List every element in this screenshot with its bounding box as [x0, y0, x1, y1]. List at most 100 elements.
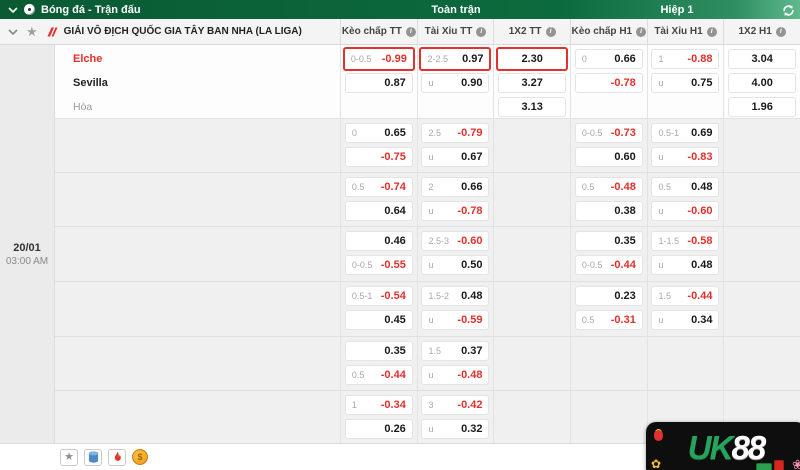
odds-chip[interactable]: 0.26: [344, 419, 413, 439]
info-icon[interactable]: i: [636, 26, 647, 37]
odds-chip[interactable]: 3.27: [498, 73, 567, 93]
odds-cell-x12-tt: 2.30 3.27 3.13: [493, 45, 570, 120]
odds-chip[interactable]: 0.5-1 -0.54: [344, 286, 413, 306]
odds-value: 0.97: [462, 53, 484, 65]
odds-chip[interactable]: 0.5 0.48: [651, 177, 720, 197]
odds-value: 0.75: [691, 77, 713, 89]
odds-cell-x12-tt: [493, 282, 570, 336]
odds-chip[interactable]: 1 -0.88: [651, 49, 720, 69]
odds-value: -0.55: [380, 259, 406, 271]
odds-chip[interactable]: 1.5 0.37: [421, 341, 490, 361]
match-date-block: 20/01 03:00 AM: [0, 242, 54, 267]
odds-chip[interactable]: 0 0.65: [344, 123, 413, 143]
collapse-chevron-icon[interactable]: [8, 6, 18, 13]
odds-cell-x12-tt: [493, 119, 570, 172]
odds-chip[interactable]: 1.5 -0.44: [651, 286, 720, 306]
odds-cell-ou-h1: 1 -0.88 u 0.75: [646, 45, 724, 120]
league-collapse-chevron-icon[interactable]: [8, 28, 18, 35]
odds-value: -0.31: [610, 314, 636, 326]
league-name: GIẢI VÔ ĐỊCH QUỐC GIA TÂY BAN NHA (LA LI…: [63, 26, 302, 37]
odds-cell-ou-tt: 1.5 0.37 u -0.48: [416, 337, 494, 390]
odds-chip[interactable]: 0-0.5 -0.99: [342, 47, 415, 71]
odds-chip[interactable]: 2.5-3 -0.60: [421, 231, 490, 251]
odds-chip[interactable]: u -0.78: [421, 201, 490, 221]
odds-chip[interactable]: 2 0.66: [421, 177, 490, 197]
odds-chip[interactable]: 0.35: [574, 231, 643, 251]
odds-chip[interactable]: 0-0.5 -0.55: [344, 255, 413, 275]
handicap-label: 0.5: [351, 370, 365, 380]
odds-chip[interactable]: u 0.34: [651, 310, 720, 330]
odds-chip[interactable]: 3.04: [728, 49, 797, 69]
odds-chip[interactable]: 2.5 -0.79: [421, 123, 490, 143]
odds-chip[interactable]: u 0.48: [651, 255, 720, 275]
odds-chip[interactable]: u -0.60: [651, 201, 720, 221]
odds-chip[interactable]: u -0.59: [421, 310, 490, 330]
odds-chip[interactable]: u 0.32: [421, 419, 490, 439]
odds-chip[interactable]: -0.75: [344, 147, 413, 167]
info-icon[interactable]: i: [775, 26, 786, 37]
team-name-away: Sevilla: [73, 77, 108, 89]
odds-chip[interactable]: u -0.48: [421, 365, 490, 385]
odds-chip[interactable]: 0.60: [574, 147, 643, 167]
odds-value: -0.99: [381, 53, 407, 65]
uk88-watermark: ✿ UK88 ❀: [646, 422, 800, 470]
odds-chip[interactable]: 0.5 -0.74: [344, 177, 413, 197]
odds-chip[interactable]: 0.5 -0.44: [344, 365, 413, 385]
odds-chip[interactable]: 0-0.5 -0.44: [574, 255, 643, 275]
odds-chip[interactable]: u -0.83: [651, 147, 720, 167]
odds-chip[interactable]: u 0.50: [421, 255, 490, 275]
info-icon[interactable]: i: [405, 26, 416, 37]
odds-value: 0.38: [614, 205, 636, 217]
odds-value: 0.48: [691, 259, 713, 271]
coin-icon[interactable]: $: [132, 449, 148, 465]
odds-value: 0.34: [691, 314, 713, 326]
odds-chip[interactable]: 3 -0.42: [421, 395, 490, 415]
odds-chip[interactable]: 3.13: [498, 97, 567, 117]
info-icon[interactable]: i: [706, 26, 717, 37]
odds-value: 0.69: [691, 127, 713, 139]
odds-chip[interactable]: 0.23: [574, 286, 643, 306]
odds-chip[interactable]: u 0.90: [421, 73, 490, 93]
handicap-label: 0.5-1: [658, 128, 679, 138]
odds-chip[interactable]: 0.87: [344, 73, 413, 93]
handicap-label: u: [658, 315, 664, 325]
handicap-label: u: [428, 260, 434, 270]
odds-chip[interactable]: 0.5 -0.31: [574, 310, 643, 330]
odds-chip[interactable]: 1.5-2 0.48: [421, 286, 490, 306]
odds-cell-ou-tt: 2 0.66 u -0.78: [416, 173, 494, 226]
odds-cell-x12-tt: [493, 391, 570, 443]
odds-chip[interactable]: 0.38: [574, 201, 643, 221]
odds-chip[interactable]: 0.46: [344, 231, 413, 251]
odds-chip[interactable]: 2-2.5 0.97: [419, 47, 492, 71]
odds-chip[interactable]: 1.96: [728, 97, 797, 117]
hot-match-button[interactable]: [108, 448, 126, 466]
odds-chip[interactable]: 0.35: [344, 341, 413, 361]
odds-chip[interactable]: 0.64: [344, 201, 413, 221]
odds-chip[interactable]: 2.30: [496, 47, 569, 71]
odds-chip[interactable]: 0.5-1 0.69: [651, 123, 720, 143]
info-icon[interactable]: i: [545, 26, 556, 37]
odds-chip[interactable]: 0-0.5 -0.73: [574, 123, 643, 143]
odds-chip[interactable]: 0.45: [344, 310, 413, 330]
refresh-icon[interactable]: [781, 3, 795, 17]
odds-chip[interactable]: 0.5 -0.48: [574, 177, 643, 197]
odds-chip[interactable]: 4.00: [728, 73, 797, 93]
handicap-label: 1.5-2: [428, 291, 449, 301]
odds-chip[interactable]: u 0.67: [421, 147, 490, 167]
info-icon[interactable]: i: [476, 26, 487, 37]
handicap-label: u: [658, 78, 664, 88]
handicap-label: 0-0.5: [351, 260, 373, 270]
odds-chip[interactable]: -0.78: [574, 73, 643, 93]
odds-band: 0.5-1 -0.54 0.45 1.5-2 0.48 u -0.59 0.23 0.5 -0.3…: [55, 281, 800, 336]
odds-chip[interactable]: 1 -0.34: [344, 395, 413, 415]
odds-cell-x12-h1: [723, 173, 800, 226]
odds-value: -0.78: [457, 205, 483, 217]
favorite-star-icon[interactable]: ★: [26, 24, 38, 39]
favorite-button[interactable]: ★: [60, 448, 78, 466]
odds-value: 0.35: [384, 345, 406, 357]
statistics-button[interactable]: [84, 448, 102, 466]
odds-cell-x12-h1: [723, 119, 800, 172]
odds-chip[interactable]: u 0.75: [651, 73, 720, 93]
odds-chip[interactable]: 1-1.5 -0.58: [651, 231, 720, 251]
odds-chip[interactable]: 0 0.66: [574, 49, 643, 69]
